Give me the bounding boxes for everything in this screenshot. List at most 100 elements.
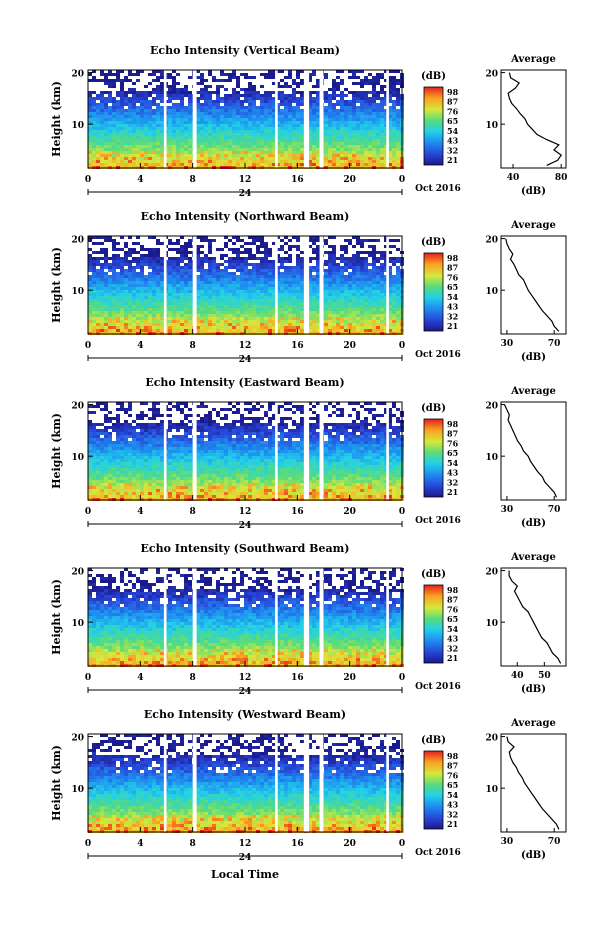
heatmap-cell <box>296 118 300 121</box>
heatmap-cell <box>344 94 348 97</box>
heatmap-cell <box>392 326 396 329</box>
heatmap-cell <box>284 278 288 281</box>
heatmap-cell <box>196 266 200 269</box>
heatmap-cell <box>292 124 296 127</box>
heatmap-cell <box>184 121 188 124</box>
heatmap-cell <box>160 163 164 166</box>
heatmap-cell <box>148 257 152 260</box>
heatmap-cell <box>144 139 148 142</box>
heatmap-cell <box>328 323 332 326</box>
heatmap-cell <box>236 82 240 85</box>
heatmap-cell <box>368 109 372 112</box>
heatmap-cell <box>148 154 152 157</box>
heatmap-cell <box>188 317 192 320</box>
heatmap-cell <box>352 302 356 305</box>
heatmap-cell <box>288 112 292 115</box>
heatmap-cell <box>188 115 192 118</box>
heatmap-cell <box>328 257 332 260</box>
heatmap-cell <box>224 242 228 245</box>
heatmap-cell <box>140 290 144 293</box>
heatmap-cell <box>232 112 236 115</box>
heatmap-cell <box>336 329 340 332</box>
heatmap-cell <box>176 118 180 121</box>
heatmap-cell <box>128 97 132 100</box>
heatmap-cell <box>284 269 288 272</box>
heatmap-cell <box>300 163 304 166</box>
heatmap-cell <box>184 269 188 272</box>
heatmap-cell <box>160 272 164 275</box>
heatmap-cell <box>316 248 320 251</box>
heatmap-cell <box>236 103 240 106</box>
heatmap-cell <box>96 115 100 118</box>
heatmap-cell <box>184 154 188 157</box>
heatmap-cell <box>120 160 124 163</box>
heatmap-cell <box>368 314 372 317</box>
heatmap-cell <box>148 103 152 106</box>
heatmap-cell <box>92 411 96 414</box>
heatmap-cell <box>92 423 96 426</box>
heatmap-cell <box>244 76 248 79</box>
heatmap-cell <box>228 157 232 160</box>
heatmap-cell <box>348 263 352 266</box>
heatmap-cell <box>360 269 364 272</box>
heatmap-cell <box>124 329 128 332</box>
heatmap-cell <box>344 136 348 139</box>
heatmap-cell <box>220 314 224 317</box>
heatmap-cell <box>136 263 140 266</box>
heatmap-cell <box>292 290 296 293</box>
heatmap-cell <box>256 287 260 290</box>
heatmap-cell <box>124 320 128 323</box>
heatmap-cell <box>368 82 372 85</box>
heatmap-cell <box>368 245 372 248</box>
heatmap-cell <box>112 320 116 323</box>
heatmap-cell <box>208 73 212 76</box>
heatmap-cell <box>140 311 144 314</box>
heatmap-cell <box>324 91 328 94</box>
heatmap-cell <box>288 163 292 166</box>
heatmap-cell <box>252 127 256 130</box>
heatmap-cell <box>260 127 264 130</box>
heatmap-cell <box>260 109 264 112</box>
heatmap-cell <box>224 163 228 166</box>
heatmap-cell <box>136 417 140 420</box>
heatmap-cell <box>188 251 192 254</box>
heatmap-cell <box>372 408 376 411</box>
heatmap-cell <box>280 239 284 242</box>
heatmap-cell <box>120 130 124 133</box>
heatmap-cell <box>232 145 236 148</box>
heatmap-cell <box>280 329 284 332</box>
heatmap-cell <box>184 281 188 284</box>
heatmap-cell <box>360 94 364 97</box>
heatmap-cell <box>144 130 148 133</box>
heatmap-cell <box>236 275 240 278</box>
heatmap-cell <box>204 97 208 100</box>
heatmap-cell <box>248 118 252 121</box>
heatmap-cell <box>112 323 116 326</box>
heatmap-cell <box>336 142 340 145</box>
heatmap-cell <box>184 417 188 420</box>
heatmap-cell <box>332 293 336 296</box>
heatmap-cell <box>144 151 148 154</box>
heatmap-cell <box>380 414 384 417</box>
heatmap-cell <box>244 154 248 157</box>
heatmap-cell <box>172 85 176 88</box>
heatmap-cell <box>288 100 292 103</box>
heatmap-cell <box>172 287 176 290</box>
heatmap-cell <box>344 323 348 326</box>
heatmap-cell <box>140 296 144 299</box>
heatmap-cell <box>352 106 356 109</box>
heatmap-cell <box>376 296 380 299</box>
heatmap-cell <box>180 154 184 157</box>
heatmap-cell <box>372 163 376 166</box>
heatmap-cell <box>228 118 232 121</box>
heatmap-cell <box>292 299 296 302</box>
heatmap-cell <box>228 326 232 329</box>
heatmap-cell <box>280 293 284 296</box>
heatmap-cell <box>148 329 152 332</box>
heatmap-cell <box>332 311 336 314</box>
heatmap-cell <box>152 426 156 429</box>
heatmap-cell <box>392 299 396 302</box>
heatmap-cell <box>224 305 228 308</box>
heatmap-cell <box>372 260 376 263</box>
heatmap-cell <box>180 290 184 293</box>
